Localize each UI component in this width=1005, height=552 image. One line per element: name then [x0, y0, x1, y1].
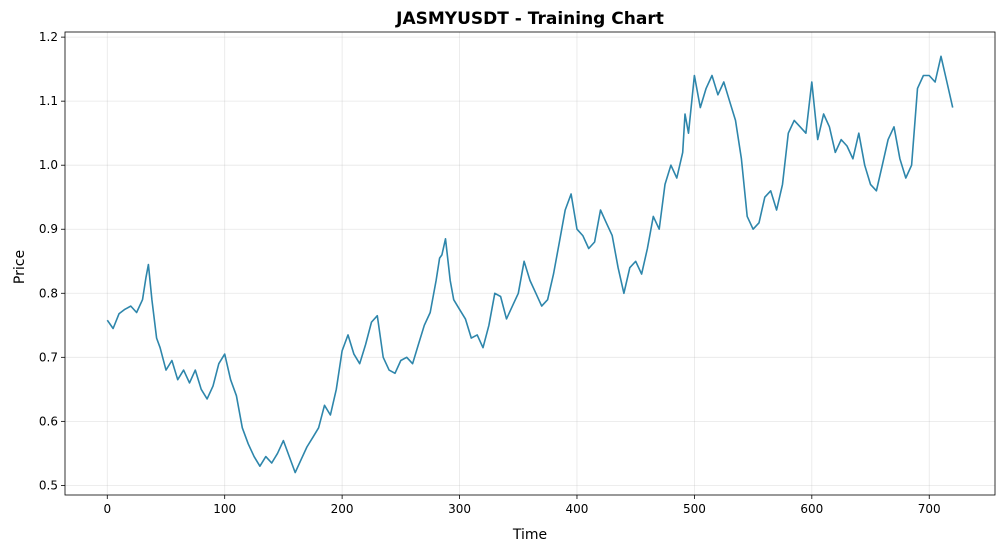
x-tick-label: 0 [103, 502, 111, 516]
x-tick-label: 300 [448, 502, 471, 516]
grid-lines [65, 32, 995, 495]
y-tick-label: 1.0 [39, 158, 58, 172]
x-tick-label: 100 [213, 502, 236, 516]
y-tick-label: 0.7 [39, 350, 58, 364]
y-tick-label: 0.6 [39, 414, 58, 428]
x-axis-ticks: 0 100 200 300 400 500 600 700 [103, 495, 940, 516]
x-tick-label: 500 [683, 502, 706, 516]
y-tick-label: 1.1 [39, 94, 58, 108]
x-tick-label: 600 [800, 502, 823, 516]
y-tick-label: 0.5 [39, 478, 58, 492]
y-axis-label: Price [12, 250, 28, 284]
x-tick-label: 400 [566, 502, 589, 516]
y-axis-ticks: 0.5 0.6 0.7 0.8 0.9 1.0 1.1 1.2 [39, 30, 65, 492]
y-tick-label: 1.2 [39, 30, 58, 44]
x-tick-label: 700 [918, 502, 941, 516]
chart-title: JASMYUSDT - Training Chart [395, 9, 664, 29]
y-tick-label: 0.8 [39, 286, 58, 300]
price-line [107, 56, 952, 472]
x-tick-label: 200 [331, 502, 354, 516]
x-axis-label: Time [512, 527, 547, 543]
y-tick-label: 0.9 [39, 222, 58, 236]
